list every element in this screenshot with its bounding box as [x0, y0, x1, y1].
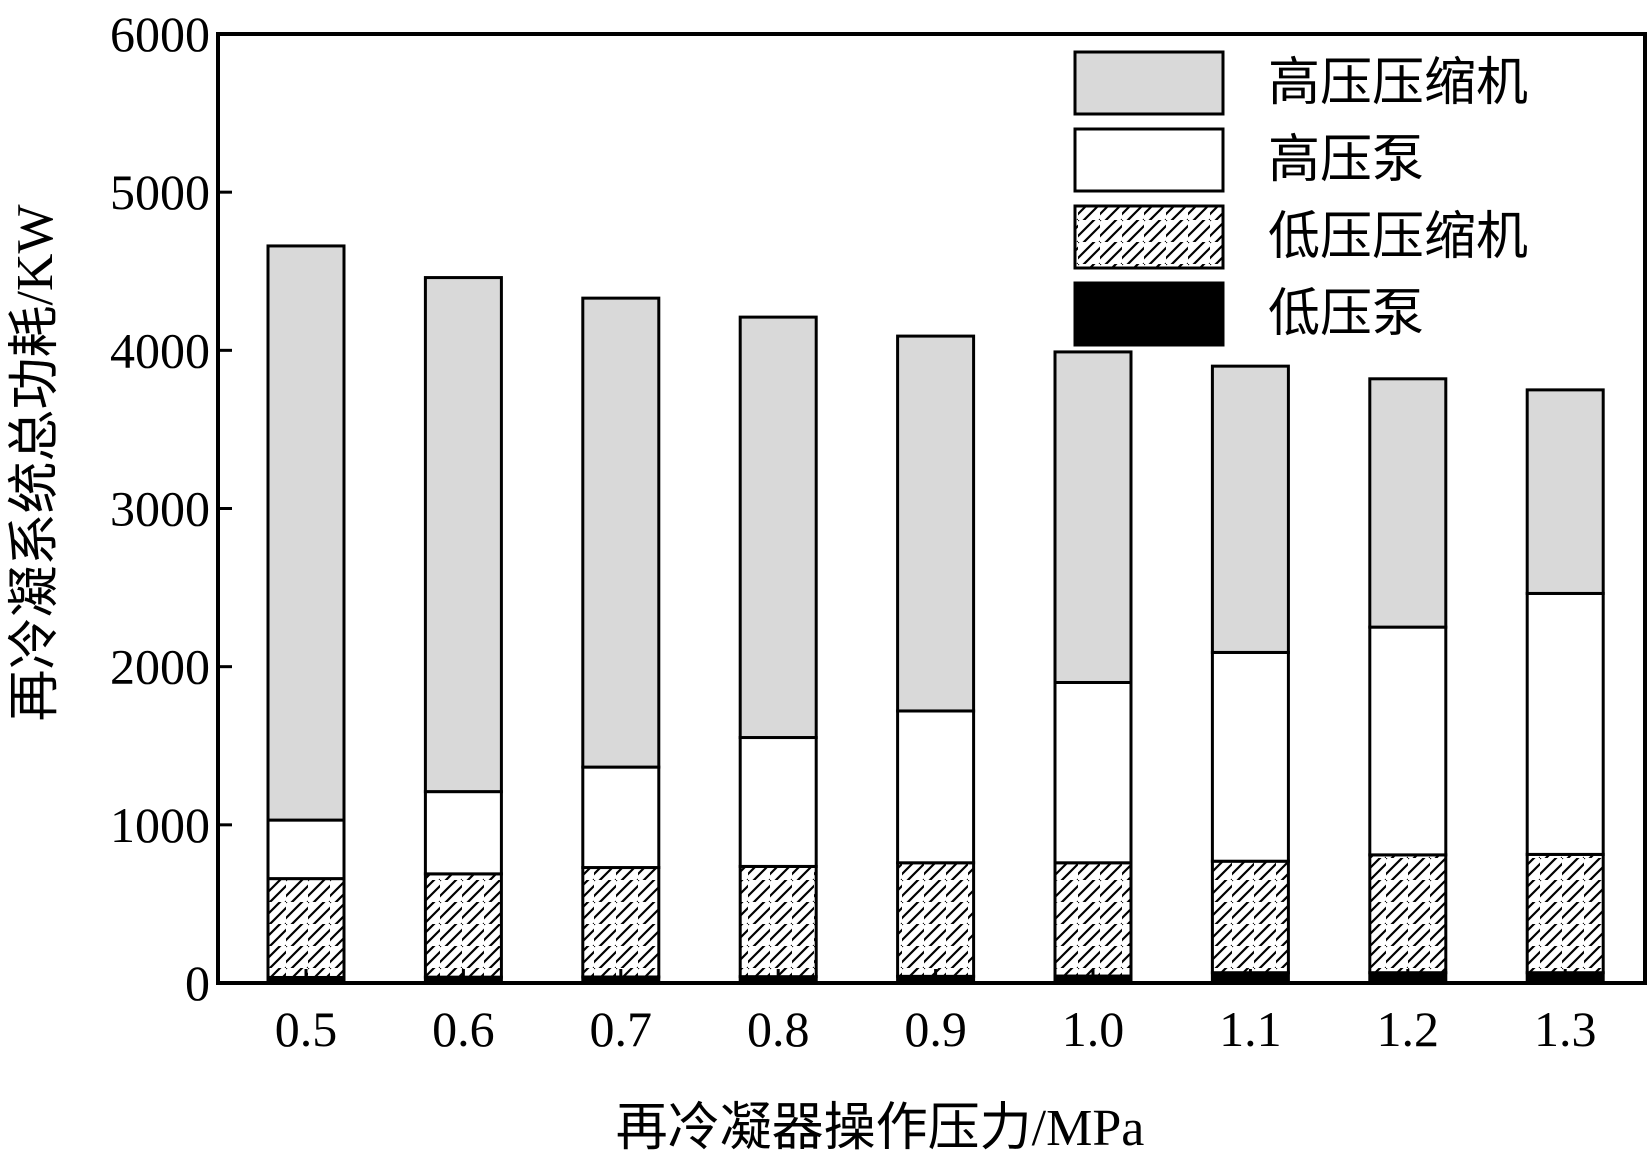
bar-low-pressure-compressor-0.6 — [423, 872, 503, 979]
y-tick-label: 6000 — [110, 6, 210, 62]
bar-high-pressure-compressor-1.3 — [1525, 388, 1605, 595]
legend-swatch-high-pressure-pump — [1073, 127, 1225, 193]
bar-low-pressure-compressor-1.3 — [1525, 852, 1605, 975]
bar-low-pressure-compressor-1.0 — [1053, 861, 1133, 978]
x-tick-label: 1.0 — [1062, 1001, 1125, 1057]
x-tick-label: 1.1 — [1219, 1001, 1282, 1057]
bar-low-pressure-compressor-0.9 — [896, 861, 976, 978]
bar-high-pressure-compressor-0.8 — [738, 315, 818, 740]
axes-layer: 0 1000 2000 3000 4000 5000 6000 0.5 0.6 0.7 0.8 0.9… — [110, 6, 1647, 1057]
bar-high-pressure-compressor-1.1 — [1210, 364, 1290, 654]
bar-high-pressure-pump-0.6 — [423, 790, 503, 876]
x-tick-label: 0.6 — [432, 1001, 495, 1057]
x-tick-label: 1.2 — [1377, 1001, 1440, 1057]
y-tick-label: 4000 — [110, 322, 210, 378]
legend-label-high-pressure-compressor: 高压压缩机 — [1268, 55, 1528, 112]
legend-swatch-low-pressure-pump — [1073, 281, 1225, 347]
x-tick-label: 0.7 — [590, 1001, 653, 1057]
bar-high-pressure-compressor-0.5 — [266, 244, 346, 822]
y-tick-label: 3000 — [110, 481, 210, 537]
bar-high-pressure-pump-1.0 — [1053, 680, 1133, 865]
legend-swatch-high-pressure-compressor — [1073, 50, 1225, 116]
x-tick-label: 0.5 — [275, 1001, 338, 1057]
bar-high-pressure-pump-1.2 — [1368, 625, 1448, 857]
bar-high-pressure-pump-1.1 — [1210, 650, 1290, 863]
bar-high-pressure-compressor-0.7 — [581, 296, 661, 769]
bar-low-pressure-compressor-0.7 — [581, 866, 661, 979]
bars-layer — [266, 244, 1605, 985]
y-tick-label: 1000 — [110, 797, 210, 853]
legend-label-low-pressure-pump: 低压泵 — [1268, 286, 1424, 343]
bar-high-pressure-compressor-0.9 — [896, 334, 976, 713]
y-tick-label: 0 — [185, 955, 210, 1011]
bar-low-pressure-compressor-0.8 — [738, 864, 818, 979]
bar-high-pressure-pump-1.3 — [1525, 591, 1605, 856]
bar-high-pressure-pump-0.7 — [581, 765, 661, 870]
x-tick-label: 0.9 — [904, 1001, 967, 1057]
y-tick-label: 5000 — [110, 164, 210, 220]
legend-label-low-pressure-compressor: 低压压缩机 — [1268, 209, 1528, 266]
x-axis-title: 再冷凝器操作压力/MPa — [616, 1100, 1145, 1156]
bar-high-pressure-pump-0.9 — [896, 709, 976, 865]
bar-high-pressure-pump-0.8 — [738, 736, 818, 868]
bar-low-pressure-compressor-1.1 — [1210, 859, 1290, 975]
bar-high-pressure-compressor-1.0 — [1053, 350, 1133, 684]
legend-swatch-low-pressure-compressor — [1073, 204, 1225, 270]
legend-label-high-pressure-pump: 高压泵 — [1268, 132, 1424, 189]
x-tick-label: 1.3 — [1534, 1001, 1597, 1057]
bar-high-pressure-compressor-1.2 — [1368, 377, 1448, 629]
y-axis-title: 再冷凝系统总功耗/KW — [7, 204, 64, 721]
bar-low-pressure-compressor-0.5 — [266, 877, 346, 979]
y-tick-label: 2000 — [110, 639, 210, 695]
bar-high-pressure-pump-0.5 — [266, 818, 346, 881]
bar-low-pressure-compressor-1.2 — [1368, 853, 1448, 975]
x-tick-label: 0.8 — [747, 1001, 810, 1057]
bar-high-pressure-compressor-0.6 — [423, 276, 503, 794]
